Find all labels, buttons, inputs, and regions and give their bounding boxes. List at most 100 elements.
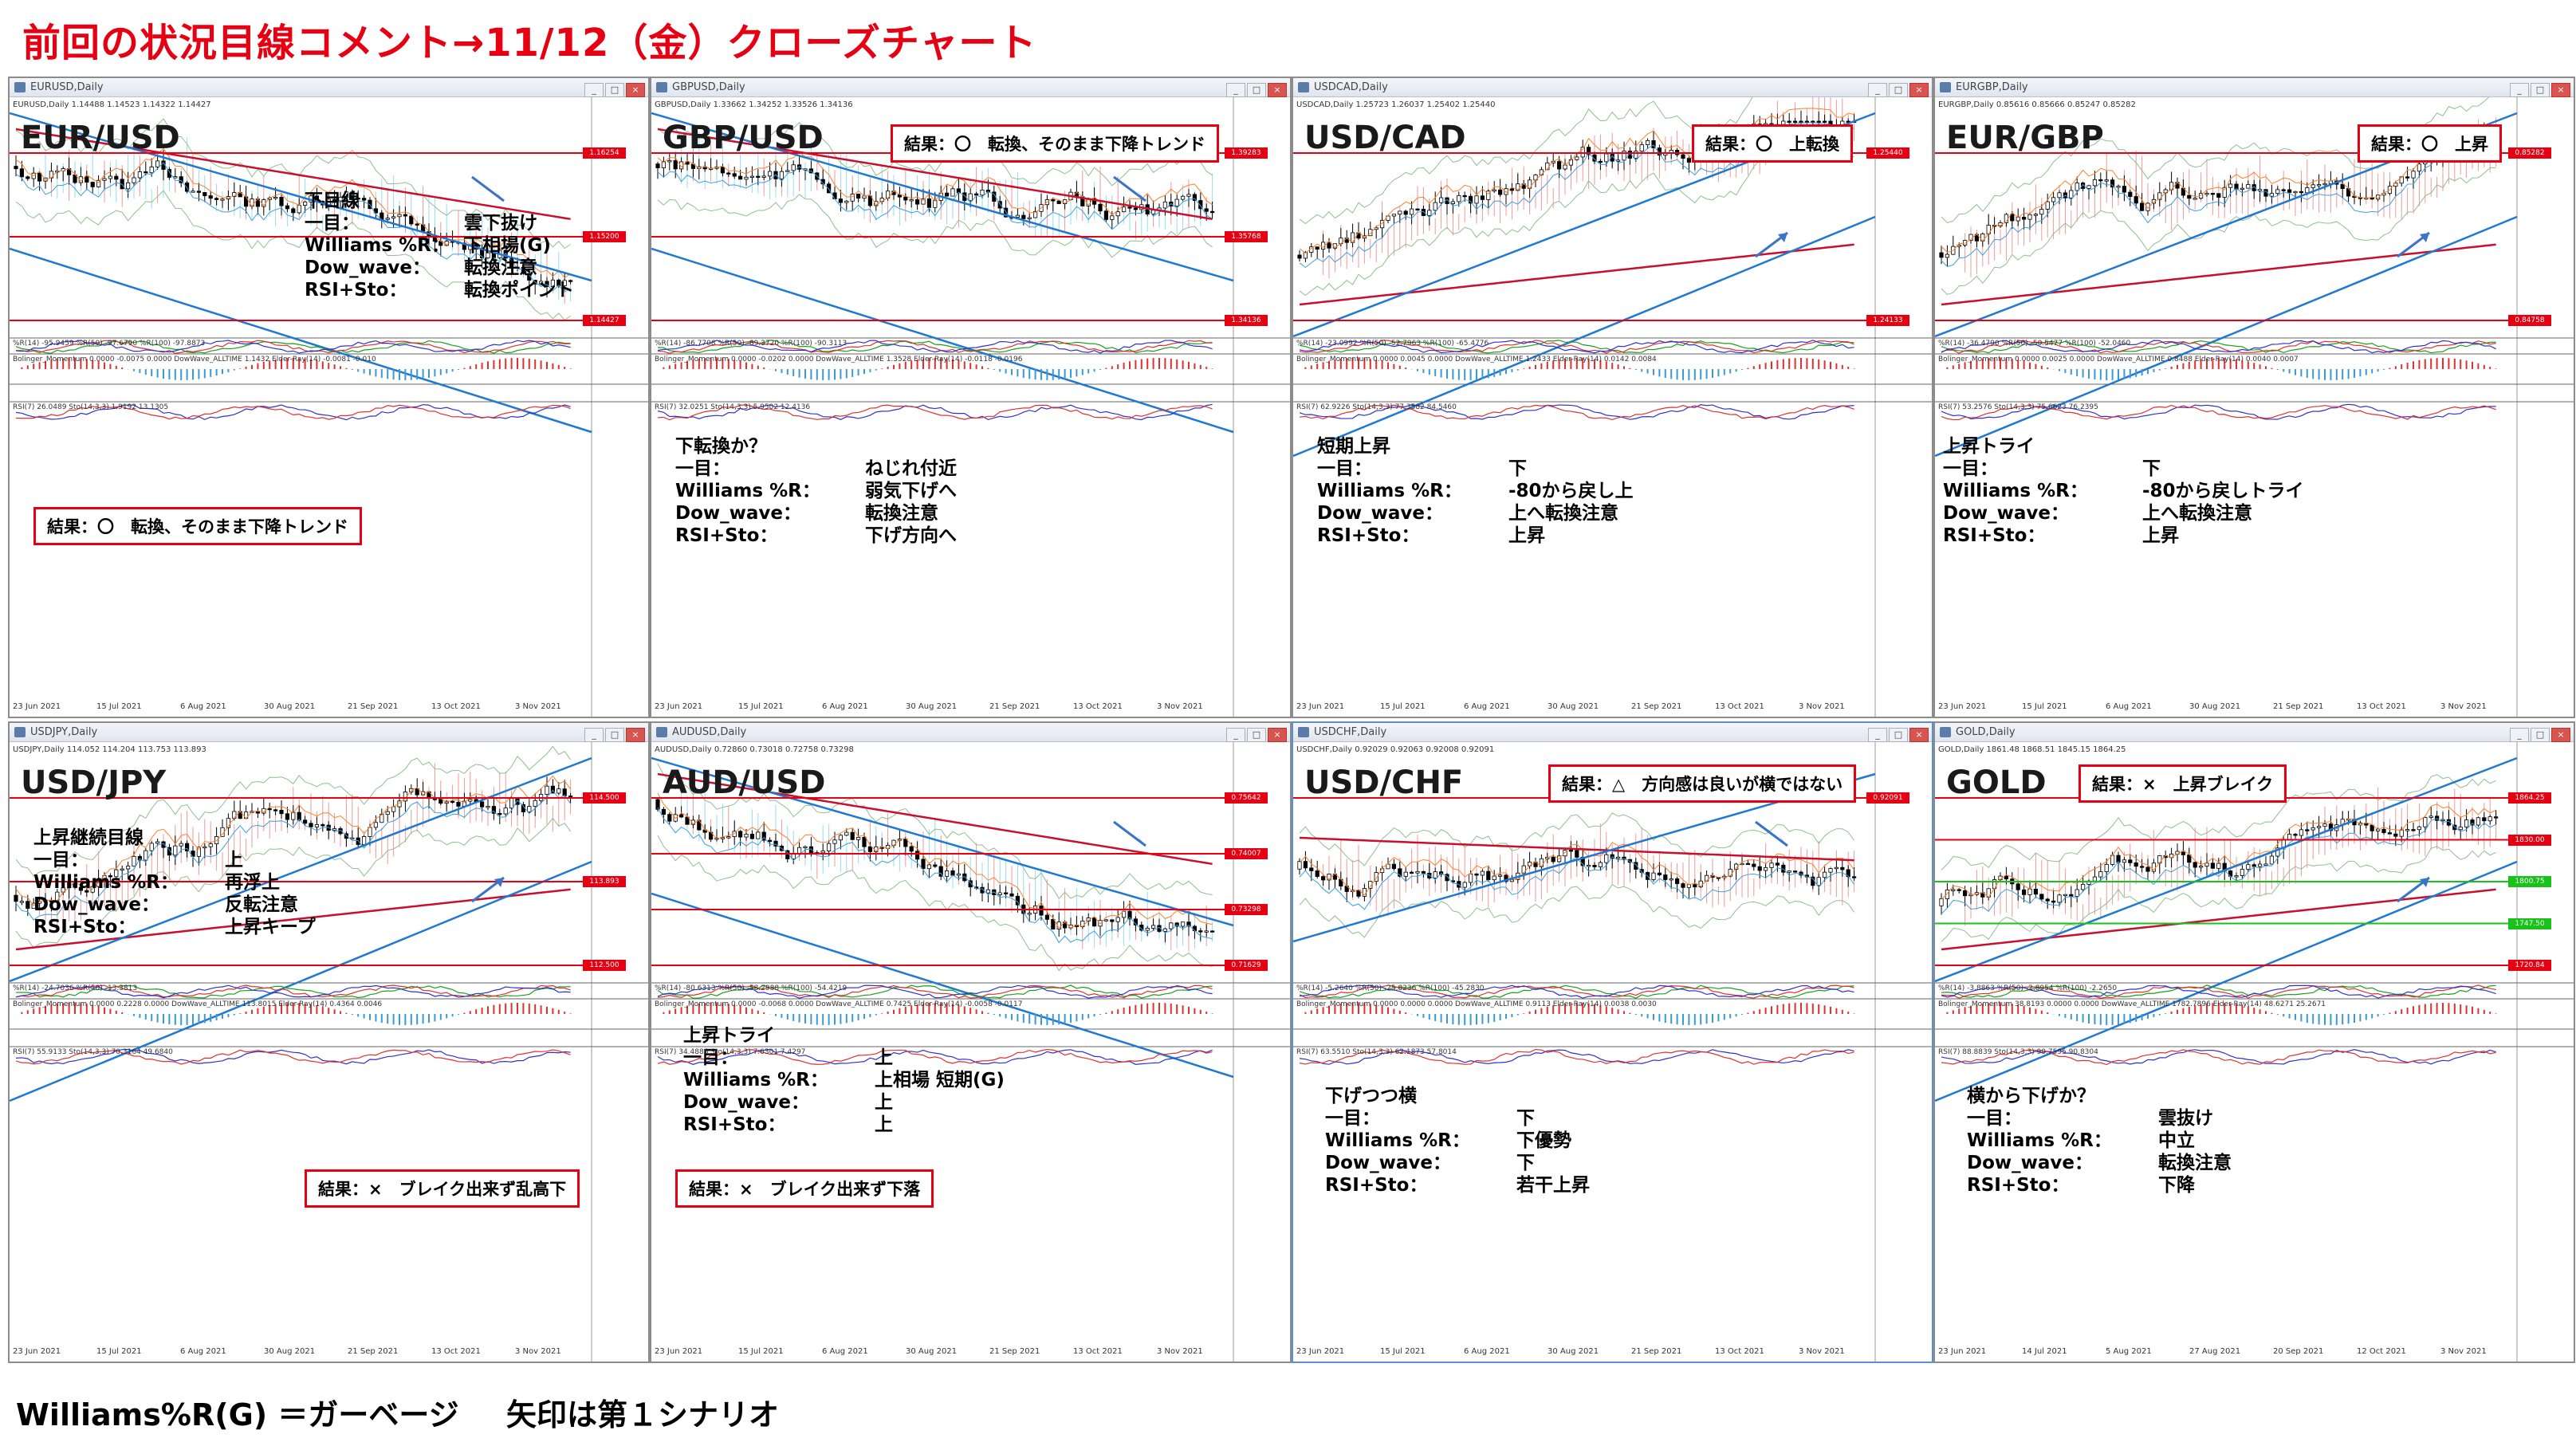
window-titlebar[interactable]: USDCAD,Daily _ □ × (1293, 78, 1932, 97)
chart-window-audusd[interactable]: AUDUSD,Daily _ □ × AUDUSD,Daily 0.72860 0.73… (650, 721, 1292, 1363)
candle-body (108, 175, 112, 179)
close-button[interactable]: × (2551, 83, 2570, 97)
outlook-title: 下げつつ横 (1325, 1086, 1417, 1106)
candle-body (1122, 910, 1127, 918)
long-ma-line (657, 772, 1213, 866)
bollinger-lower (657, 835, 1213, 972)
close-button[interactable]: × (1268, 83, 1287, 97)
minimize-button[interactable]: _ (2510, 728, 2529, 742)
minimize-button[interactable]: _ (1226, 728, 1245, 742)
candle-body (403, 214, 408, 217)
candle-body (914, 851, 920, 860)
maximize-button[interactable]: □ (1889, 83, 1908, 97)
outlook-row: RSI+Sto： 若干上昇 (1325, 1174, 1590, 1196)
window-titlebar[interactable]: EURGBP,Daily _ □ × (1935, 78, 2574, 97)
maximize-button[interactable]: □ (2531, 83, 2550, 97)
price-level-tag: 0.92091 (1866, 792, 1909, 804)
maximize-button[interactable]: □ (2531, 728, 2550, 742)
price-chart[interactable] (1935, 742, 2574, 1362)
minimize-button[interactable]: _ (1226, 83, 1245, 97)
candle-body (667, 160, 672, 163)
rsi-stoch-line (1941, 403, 2496, 420)
candle-body (1468, 195, 1473, 204)
candle-body (803, 846, 808, 849)
date-tick-label: 6 Aug 2021 (2106, 702, 2152, 711)
price-level-tag: 0.85282 (2508, 147, 2551, 159)
candle-body (1115, 211, 1120, 217)
window-titlebar[interactable]: EURUSD,Daily _ □ × (10, 78, 648, 97)
price-chart[interactable] (651, 742, 1290, 1362)
chart-window-usdjpy[interactable]: USDJPY,Daily _ □ × USDJPY,Daily 114.052 114.… (8, 721, 650, 1363)
window-titlebar[interactable]: USDJPY,Daily _ □ × (10, 723, 648, 742)
chart-window-gold[interactable]: GOLD,Daily _ □ × GOLD,Daily 1861.48 1868.51 … (1933, 721, 2575, 1363)
candle-body (137, 855, 142, 861)
candle-body (132, 855, 136, 867)
price-chart[interactable] (10, 97, 648, 717)
rsi-stoch-line (1299, 404, 1854, 421)
chart-window-eurgbp[interactable]: EURGBP,Daily _ □ × EURGBP,Daily 0.85616 0.85… (1933, 77, 2575, 718)
date-tick-label: 15 Jul 2021 (2022, 702, 2067, 711)
candle-body (1669, 878, 1673, 881)
date-tick-label: 3 Nov 2021 (515, 1347, 561, 1356)
minimize-button[interactable]: _ (584, 728, 604, 742)
maximize-button[interactable]: □ (605, 83, 624, 97)
candle-body (1846, 120, 1850, 123)
window-titlebar[interactable]: GOLD,Daily _ □ × (1935, 723, 2574, 742)
minimize-button[interactable]: _ (584, 83, 604, 97)
candle-body (273, 809, 278, 811)
maximize-button[interactable]: □ (605, 728, 624, 742)
candle-body (208, 195, 213, 199)
outlook-value: -80から戻し上 (1508, 481, 1634, 501)
close-button[interactable]: × (2551, 728, 2570, 742)
outlook-value: 転換ポイント (464, 280, 574, 301)
trend-channel-line (1935, 860, 2518, 1102)
close-button[interactable]: × (626, 83, 645, 97)
candle-body (1497, 189, 1503, 195)
price-level-tag: 0.73298 (1225, 904, 1268, 915)
window-titlebar[interactable]: USDCHF,Daily _ □ × (1293, 723, 1932, 742)
candle-body (1504, 188, 1508, 195)
date-tick-label: 6 Aug 2021 (1464, 1347, 1510, 1356)
candle-body (2204, 193, 2209, 195)
maximize-button[interactable]: □ (1889, 728, 1908, 742)
candle-body (2411, 829, 2416, 831)
chart-window-gbpusd[interactable]: GBPUSD,Daily _ □ × GBPUSD,Daily 1.33662 1.34… (650, 77, 1292, 718)
candle-body (208, 843, 213, 847)
candle-body (1615, 856, 1621, 859)
candle-body (373, 822, 379, 828)
candle-body (1145, 928, 1150, 931)
candle-body (503, 250, 508, 259)
minimize-button[interactable]: _ (1868, 83, 1887, 97)
outlook-value: -80から戻しトライ (2142, 481, 2304, 501)
minimize-button[interactable]: _ (1868, 728, 1887, 742)
trend-channel-line (651, 112, 1234, 282)
outlook-value: 下 (1516, 1108, 1535, 1129)
outlook-value: 上 (225, 850, 243, 870)
price-chart[interactable] (651, 97, 1290, 717)
close-button[interactable]: × (626, 728, 645, 742)
chart-window-usdcad[interactable]: USDCAD,Daily _ □ × USDCAD,Daily 1.25723 1.26… (1292, 77, 1933, 718)
candle-body (2116, 855, 2121, 863)
outlook-label: RSI+Sto： (1943, 525, 2046, 546)
price-chart[interactable] (10, 742, 648, 1362)
date-tick-label: 30 Aug 2021 (1548, 1347, 1599, 1356)
maximize-button[interactable]: □ (1247, 728, 1266, 742)
chart-window-usdchf[interactable]: USDCHF,Daily _ □ × USDCHF,Daily 0.92029 0.92… (1292, 721, 1933, 1363)
close-button[interactable]: × (1268, 728, 1287, 742)
outlook-row: 一目： 雲下抜け (305, 212, 537, 234)
symbol-label: USD/CHF (1304, 764, 1464, 801)
close-button[interactable]: × (1909, 83, 1929, 97)
long-ma-line (1941, 243, 2496, 306)
close-button[interactable]: × (1909, 728, 1929, 742)
window-titlebar[interactable]: AUDUSD,Daily _ □ × (651, 723, 1290, 742)
maximize-button[interactable]: □ (1247, 83, 1266, 97)
candle-body (1686, 158, 1692, 163)
candle-body (1127, 910, 1132, 920)
chart-window-eurusd[interactable]: EURUSD,Daily _ □ × EURUSD,Daily 1.14488 1.14… (8, 77, 650, 718)
candle-body (2293, 191, 2298, 194)
candle-body (1181, 921, 1186, 927)
minimize-button[interactable]: _ (2510, 83, 2529, 97)
window-titlebar[interactable]: GBPUSD,Daily _ □ × (651, 78, 1290, 97)
candle-body (114, 175, 119, 180)
candle-body (2269, 193, 2275, 197)
